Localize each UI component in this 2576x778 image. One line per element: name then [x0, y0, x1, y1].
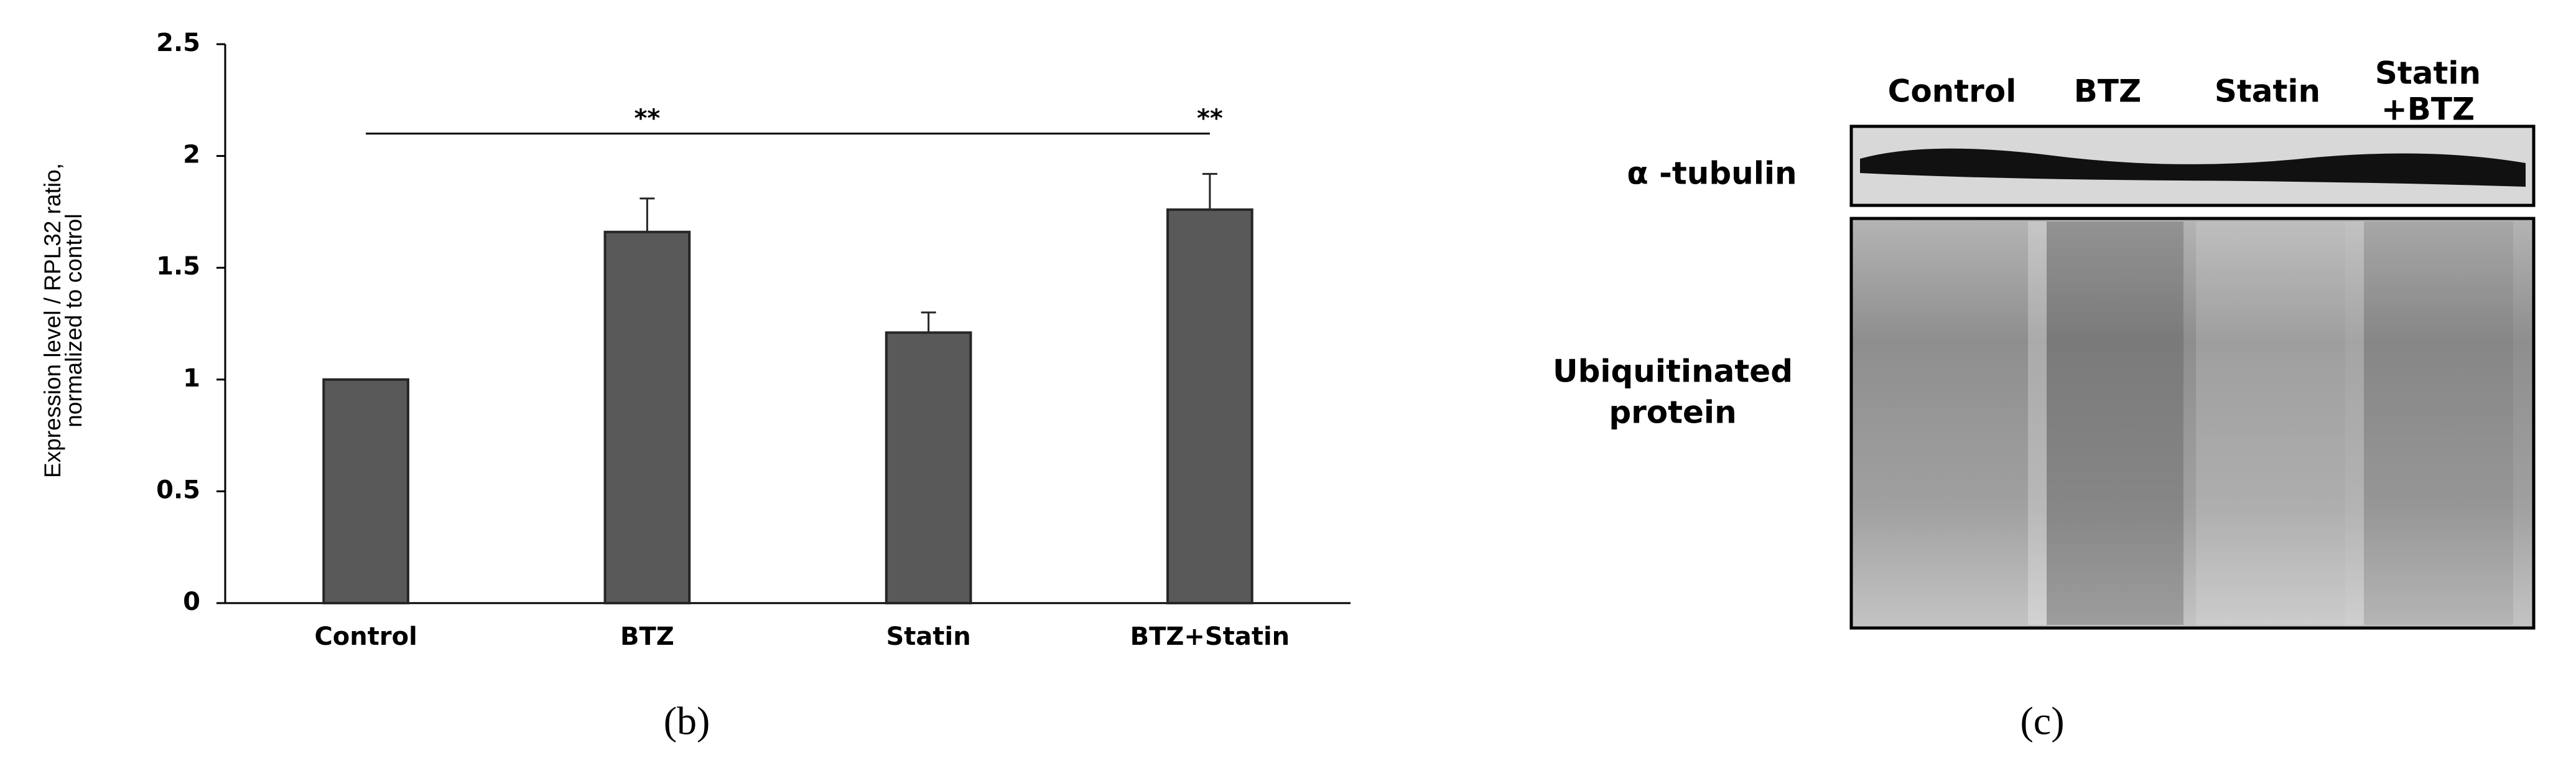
- bar: [322, 378, 409, 604]
- lane-label: Statin: [2375, 55, 2481, 91]
- row-label: Ubiquitinated: [1553, 354, 1793, 390]
- lane-btz: [2047, 222, 2183, 625]
- bar: [603, 230, 691, 604]
- lane-combo: [2364, 222, 2513, 625]
- x-tick-label: Control: [314, 622, 417, 651]
- x-tick-label: BTZ+Statin: [1130, 622, 1290, 651]
- y-tick-label: 1: [183, 364, 200, 393]
- bar-chart: 0 0.5 1 1.5 2 2.5 Expression level / RPL32 rat…: [40, 29, 1351, 651]
- significance-mark: **: [1197, 105, 1223, 133]
- error-bar: [921, 311, 936, 333]
- y-tick-label: 2: [183, 141, 200, 169]
- x-tick-label: Statin: [886, 622, 971, 651]
- y-tick-label: 0: [183, 588, 200, 616]
- significance-mark: **: [634, 105, 660, 133]
- tubulin-band: [1860, 148, 2526, 187]
- western-blot: [1849, 124, 2536, 630]
- panel-label: (c): [2020, 699, 2064, 743]
- lane-gap: [2345, 222, 2364, 625]
- lane-label: Control: [1888, 73, 2017, 110]
- lane-label: +BTZ: [2381, 91, 2475, 128]
- y-tick-label: 0.5: [156, 476, 200, 504]
- row-label: α -tubulin: [1627, 156, 1797, 192]
- lane-label: Statin: [2215, 73, 2320, 110]
- bar: [885, 331, 972, 604]
- lane-statin: [2196, 222, 2345, 625]
- lane-gap: [2028, 222, 2047, 625]
- bar: [1166, 208, 1253, 605]
- error-bar: [639, 197, 655, 232]
- y-axis-label: Expression level / RPL32 ratio,: [40, 163, 65, 478]
- x-tick-label: BTZ: [620, 622, 674, 651]
- y-tick-label: 2.5: [156, 29, 200, 57]
- lane-label: BTZ: [2074, 73, 2141, 110]
- y-tick-label: 1.5: [156, 252, 200, 281]
- ubiquitin-blot: [1849, 217, 2536, 630]
- error-bar: [1202, 172, 1217, 210]
- panel-label: (b): [664, 699, 710, 743]
- row-label: protein: [1609, 395, 1736, 431]
- y-axis-label: normalized to control: [61, 213, 86, 427]
